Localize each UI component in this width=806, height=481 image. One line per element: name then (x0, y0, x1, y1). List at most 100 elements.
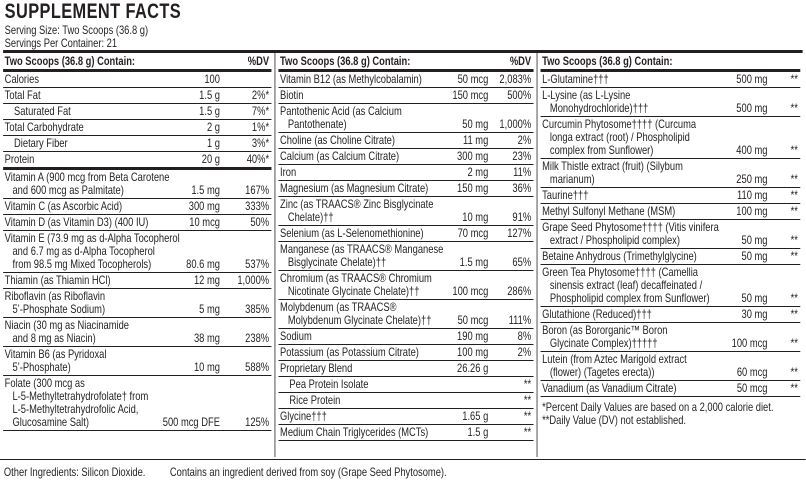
nutrient-row: Iron 2 mg 11% (278, 165, 534, 181)
nutrient-name: Vitamin A (900 mcg from Beta Carotene an… (4, 170, 170, 197)
nutrient-name: Rice Protein (289, 393, 341, 407)
nutrient-row: Methyl Sulfonyl Methane (MSM) 100 mg ** (540, 204, 801, 220)
nutrient-name: Calcium (as Calcium Citrate) (280, 149, 400, 163)
daily-value: 127% (507, 226, 532, 240)
nutrient-name: Grape Seed Phytosome†††† (Vitis vinifera… (542, 220, 719, 247)
amount: 300 mg (188, 199, 220, 213)
amount: 100 (204, 72, 220, 86)
daily-value: 1,000% (499, 117, 532, 131)
amount: 100 mg (457, 345, 489, 359)
nutrient-row: Selenium (as L-Selenomethionine) 70 mcg 12… (278, 226, 534, 242)
nutrient-row: Glycine††† 1.65 g ** (278, 409, 534, 425)
daily-value: 588% (245, 360, 270, 374)
nutrient-row: Grape Seed Phytosome†††† (Vitis vinifera… (540, 220, 801, 249)
nutrient-row: Saturated Fat 1.5 g 7%* (3, 104, 272, 120)
nutrient-name: Folate (300 mcg as L-5-Methyltetrahydrof… (4, 376, 149, 429)
column-header: Two Scoops (36.8 g) Contain: (540, 53, 801, 72)
dv-heading: %DV (509, 54, 532, 68)
daily-value: ** (790, 172, 798, 186)
daily-value: 167% (245, 183, 270, 197)
nutrient-name: Protein (4, 152, 35, 166)
daily-value: 2% (517, 133, 532, 147)
daily-value: 537% (245, 257, 270, 271)
nutrient-row: Pantothenic Acid (as Calcium Pantothenat… (278, 104, 534, 133)
nutrient-name: Iron (280, 165, 297, 179)
serving-size: Serving Size: Two Scoops (36.8 g) (4, 23, 149, 37)
nutrient-row: Milk Thistle extract (fruit) (Silybum ma… (540, 159, 801, 188)
nutrient-row: Taurine††† 110 mg ** (540, 188, 801, 204)
daily-value: ** (523, 425, 532, 439)
daily-value: ** (790, 143, 798, 157)
nutrient-name: Vitamin B6 (as Pyridoxal 5’-Phosphate) (4, 347, 107, 374)
daily-value: ** (790, 204, 798, 218)
nutrient-name: Medium Chain Triglycerides (MCTs) (280, 425, 429, 439)
daily-value: ** (790, 307, 798, 321)
nutrient-name: Magnesium (as Magnesium Citrate) (280, 181, 429, 195)
daily-value: 3%* (251, 136, 270, 150)
amount: 50 mcg (457, 72, 489, 86)
nutrient-row: Niacin (30 mg as Niacinamide and 8 mg as… (3, 318, 272, 347)
daily-value: 7%* (251, 104, 270, 118)
amount: 1.65 g (462, 409, 489, 423)
daily-value: ** (790, 72, 798, 86)
nutrient-name: Vitamin B12 (as Methylcobalamin) (280, 72, 422, 86)
nutrient-row: Riboflavin (as Riboflavin 5’-Phosphate S… (3, 289, 272, 318)
nutrient-row: Vitamin E (73.9 mg as d-Alpha Tocopherol… (3, 231, 272, 273)
amount: 250 mg (736, 172, 768, 186)
amount: 50 mcg (736, 381, 768, 395)
nutrient-row: Molybdenum (as TRAACS® Molybdenum Glycin… (278, 300, 534, 329)
label-title: SUPPLEMENT FACTS (4, 0, 182, 23)
nutrient-name: Potassium (as Potassium Citrate) (280, 345, 419, 359)
nutrient-row: Calories 100 (3, 72, 272, 88)
nutrient-name: Biotin (280, 88, 304, 102)
nutrient-row: Rice Protein ** (278, 393, 534, 409)
daily-value: 286% (507, 284, 532, 298)
facts-column: Two Scoops (36.8 g) Contain: L-Glutamine†… (536, 53, 801, 457)
nutrient-name: Milk Thistle extract (fruit) (Silybum ma… (542, 159, 683, 186)
nutrient-row: Vitamin C (as Ascorbic Acid) 300 mg 333% (3, 199, 272, 215)
amount: 26.26 g (457, 361, 489, 375)
daily-value: 111% (508, 313, 532, 327)
nutrient-row: Green Tea Phytosome†††† (Camellia sinens… (540, 265, 801, 307)
soy-note: Contains an ingredient derived from soy … (169, 465, 447, 479)
daily-value: 1%* (251, 120, 270, 134)
nutrient-name: Total Carbohydrate (4, 120, 84, 134)
nutrient-name: Betaine Anhydrous (Trimethylglycine) (542, 249, 697, 263)
amount: 1 g (206, 136, 220, 150)
daily-value: 125% (245, 415, 270, 429)
nutrient-name: Boron (as Bororganic™ Boron Glycinate Co… (542, 323, 668, 350)
nutrient-name: Niacin (30 mg as Niacinamide and 8 mg as… (4, 318, 130, 345)
amount: 500 mg (736, 72, 768, 86)
column-heading: Two Scoops (36.8 g) Contain: (542, 54, 673, 68)
nutrient-row: Vanadium (as Vanadium Citrate) 50 mcg ** (540, 381, 801, 397)
daily-value: 2,083% (499, 72, 532, 86)
nutrient-name: Pantothenic Acid (as Calcium Pantothenat… (280, 104, 402, 131)
daily-value: ** (790, 188, 798, 202)
daily-value: ** (790, 291, 798, 305)
nutrient-name: Saturated Fat (14, 104, 71, 118)
daily-value: 91% (512, 210, 532, 224)
nutrient-name: Calories (4, 72, 40, 86)
nutrient-row: Chromium (as TRAACS® Chromium Nicotinate… (278, 271, 534, 300)
amount: 300 mg (457, 149, 489, 163)
footer: Other Ingredients: Silicon Dioxide. Cont… (0, 459, 806, 479)
nutrient-row: Dietary Fiber 1 g 3%* (3, 136, 272, 152)
amount: 50 mg (462, 117, 489, 131)
nutrient-row: Manganese (as TRAACS® Manganese Bisglyci… (278, 242, 534, 271)
column-header: Two Scoops (36.8 g) Contain: %DV (3, 53, 272, 72)
nutrient-row: Glutathione (Reduced)††† 30 mg ** (540, 307, 801, 323)
nutrient-name: Vitamin C (as Ascorbic Acid) (4, 199, 123, 213)
amount: 50 mg (741, 291, 768, 305)
daily-value: ** (790, 101, 798, 115)
nutrient-row: Choline (as Choline Citrate) 11 mg 2% (278, 133, 534, 149)
daily-value: 36% (512, 181, 532, 195)
nutrient-name: Riboflavin (as Riboflavin 5’-Phosphate S… (4, 289, 106, 316)
daily-value: ** (523, 393, 532, 407)
amount: 1.5 g (199, 104, 220, 118)
nutrient-row: Folate (300 mcg as L-5-Methyltetrahydrof… (3, 376, 272, 431)
daily-value: 8% (517, 329, 532, 343)
nutrient-row: L-Lysine (as L-Lysine Monohydrochloride)… (540, 88, 801, 117)
nutrient-name: Manganese (as TRAACS® Manganese Bisglyci… (280, 242, 444, 269)
other-ingredients: Other Ingredients: Silicon Dioxide. (3, 465, 146, 479)
